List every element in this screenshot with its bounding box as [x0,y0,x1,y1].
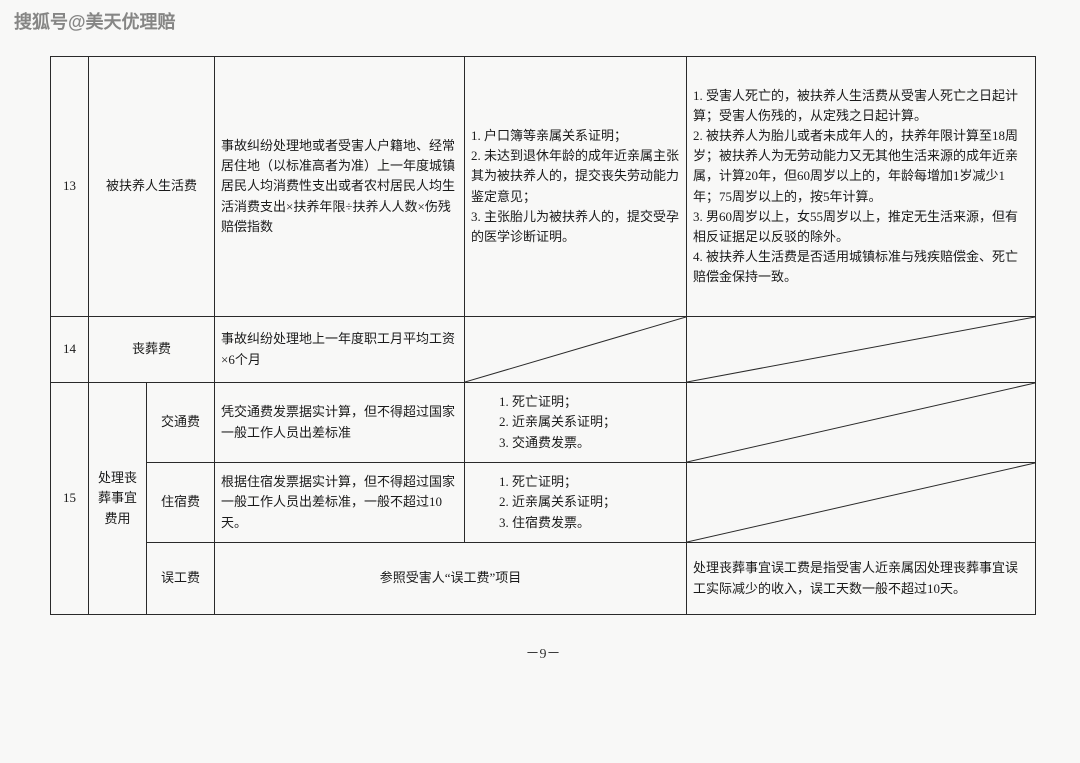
row-formula-merged: 参照受害人“误工费”项目 [215,543,687,615]
table-row: 误工费 参照受害人“误工费”项目 处理丧葬事宜误工费是指受害人近亲属因处理丧葬事… [51,543,1036,615]
watermark: 搜狐号@美天优理赔 [14,8,176,34]
table-row: 13 被扶养人生活费 事故纠纷处理地或者受害人户籍地、经常居住地（以标准高者为准… [51,57,1036,317]
diagonal-cell [687,317,1036,383]
row-notes: 1. 受害人死亡的，被扶养人生活费从受害人死亡之日起计算；受害人伤残的，从定残之… [687,57,1036,317]
page-number: －9－ [50,643,1036,663]
row-index: 15 [51,383,89,615]
diagonal-cell [687,463,1036,543]
row-formula: 凭交通费发票据实计算，但不得超过国家一般工作人员出差标准 [215,383,465,463]
compensation-table: 13 被扶养人生活费 事故纠纷处理地或者受害人户籍地、经常居住地（以标准高者为准… [50,56,1036,615]
row-subcategory: 住宿费 [147,463,215,543]
table-row: 15 处理丧葬事宜费用 交通费 凭交通费发票据实计算，但不得超过国家一般工作人员… [51,383,1036,463]
row-category: 处理丧葬事宜费用 [89,383,147,615]
row-evidence: 1. 死亡证明； 2. 近亲属关系证明； 3. 住宿费发票。 [465,463,687,543]
row-category: 被扶养人生活费 [89,57,215,317]
row-formula: 事故纠纷处理地或者受害人户籍地、经常居住地（以标准高者为准）上一年度城镇居民人均… [215,57,465,317]
row-formula: 事故纠纷处理地上一年度职工月平均工资×6个月 [215,317,465,383]
table-row: 住宿费 根据住宿发票据实计算，但不得超过国家一般工作人员出差标准，一般不超过10… [51,463,1036,543]
row-evidence: 1. 户口簿等亲属关系证明； 2. 未达到退休年龄的成年近亲属主张其为被扶养人的… [465,57,687,317]
row-index: 14 [51,317,89,383]
table-row: 14 丧葬费 事故纠纷处理地上一年度职工月平均工资×6个月 [51,317,1036,383]
row-subcategory: 误工费 [147,543,215,615]
row-formula: 根据住宿发票据实计算，但不得超过国家一般工作人员出差标准，一般不超过10天。 [215,463,465,543]
row-notes: 处理丧葬事宜误工费是指受害人近亲属因处理丧葬事宜误工实际减少的收入，误工天数一般… [687,543,1036,615]
diagonal-cell [687,383,1036,463]
diagonal-cell [465,317,687,383]
row-subcategory: 交通费 [147,383,215,463]
row-category: 丧葬费 [89,317,215,383]
row-evidence: 1. 死亡证明； 2. 近亲属关系证明； 3. 交通费发票。 [465,383,687,463]
page-content: 13 被扶养人生活费 事故纠纷处理地或者受害人户籍地、经常居住地（以标准高者为准… [50,56,1036,663]
row-index: 13 [51,57,89,317]
